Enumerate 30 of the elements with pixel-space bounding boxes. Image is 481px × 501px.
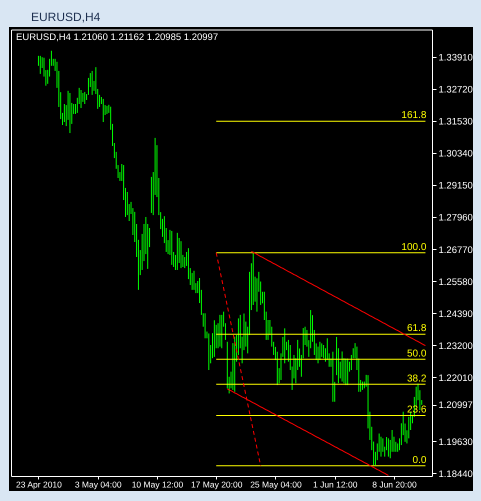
x-tick-label: 10 May 12:00 — [132, 480, 184, 490]
y-tick-label: 1.23200 — [438, 340, 473, 352]
y-tick-label: 1.22010 — [438, 372, 473, 384]
x-tick-label: 1 Jun 12:00 — [312, 480, 358, 490]
line-series — [250, 250, 426, 346]
y-tick-label: 1.19630 — [438, 436, 473, 448]
y-tick-label: 1.18440 — [438, 468, 473, 480]
chart-title: EURUSD,H4 — [31, 10, 101, 24]
y-tick-label: 1.24390 — [438, 308, 473, 320]
y-tick-label: 1.27960 — [438, 212, 473, 224]
y-tick-label: 1.33910 — [438, 52, 473, 64]
y-tick-label: 1.30340 — [438, 148, 473, 160]
y-tick-label: 1.31530 — [438, 116, 473, 128]
series-label: 61.8 — [406, 323, 427, 334]
y-tick-label: 1.32720 — [438, 84, 473, 96]
y-tick-label: 1.25580 — [438, 276, 473, 288]
series-label: 38.2 — [406, 373, 427, 384]
y-tick-label: 1.20997 — [438, 400, 473, 412]
series-label: 0.0 — [412, 454, 427, 466]
y-tick-label: 1.29150 — [438, 180, 473, 192]
series-label: 50.0 — [406, 348, 427, 360]
x-tick-label: 25 May 04:00 — [250, 480, 302, 490]
annotation: EURUSD,H4 1.21060 1.21162 1.20985 1.20997 — [16, 32, 218, 43]
y-tick-label: 1.26770 — [438, 244, 473, 256]
x-tick-label: 3 May 04:00 — [74, 480, 122, 490]
x-tick-label: 8 Jun 20:00 — [372, 480, 417, 490]
x-tick-label: 23 Apr 2010 — [16, 480, 62, 490]
x-tick-label: 17 May 20:00 — [190, 480, 243, 490]
series-label: 100.0 — [401, 242, 427, 253]
series-label: 161.8 — [401, 110, 427, 122]
